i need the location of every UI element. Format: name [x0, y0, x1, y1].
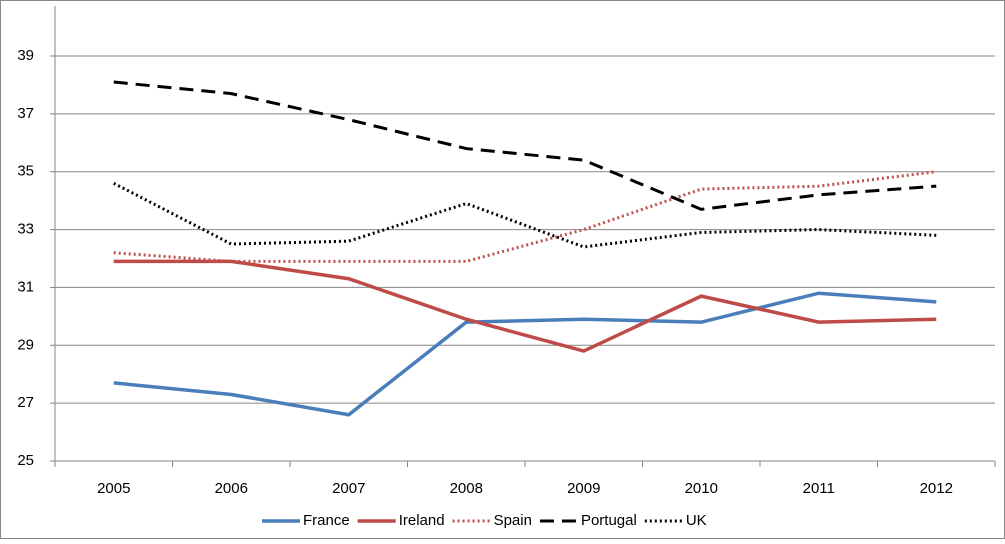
- x-tick-label: 2012: [920, 480, 953, 497]
- series-line: [113, 291, 937, 417]
- y-tick-label: 37: [17, 105, 34, 122]
- legend-label: Ireland: [399, 512, 445, 529]
- y-tick-label: 33: [17, 221, 34, 238]
- x-tick-label: 2006: [215, 480, 248, 497]
- legend-label: France: [303, 512, 350, 529]
- y-tick-label: 35: [17, 163, 34, 180]
- y-tick-label: 27: [17, 394, 34, 411]
- y-tick-label: 39: [17, 47, 34, 64]
- x-tick-label: 2007: [332, 480, 365, 497]
- legend-label: UK: [686, 512, 707, 529]
- x-tick-label: 2008: [450, 480, 483, 497]
- y-tick-label: 31: [17, 278, 34, 295]
- x-tick-label: 2011: [803, 480, 835, 497]
- y-tick-label: 29: [17, 336, 34, 353]
- series-line: [113, 259, 937, 353]
- legend-label: Spain: [494, 512, 532, 529]
- x-tick-label: 2010: [685, 480, 718, 497]
- x-tick-label: 2009: [567, 480, 600, 497]
- y-tick-label: 25: [17, 452, 34, 469]
- x-tick-label: 2005: [97, 480, 130, 497]
- series-line: [113, 80, 937, 211]
- series-line: [113, 170, 937, 263]
- series-line: [113, 181, 937, 249]
- legend-label: Portugal: [581, 512, 637, 529]
